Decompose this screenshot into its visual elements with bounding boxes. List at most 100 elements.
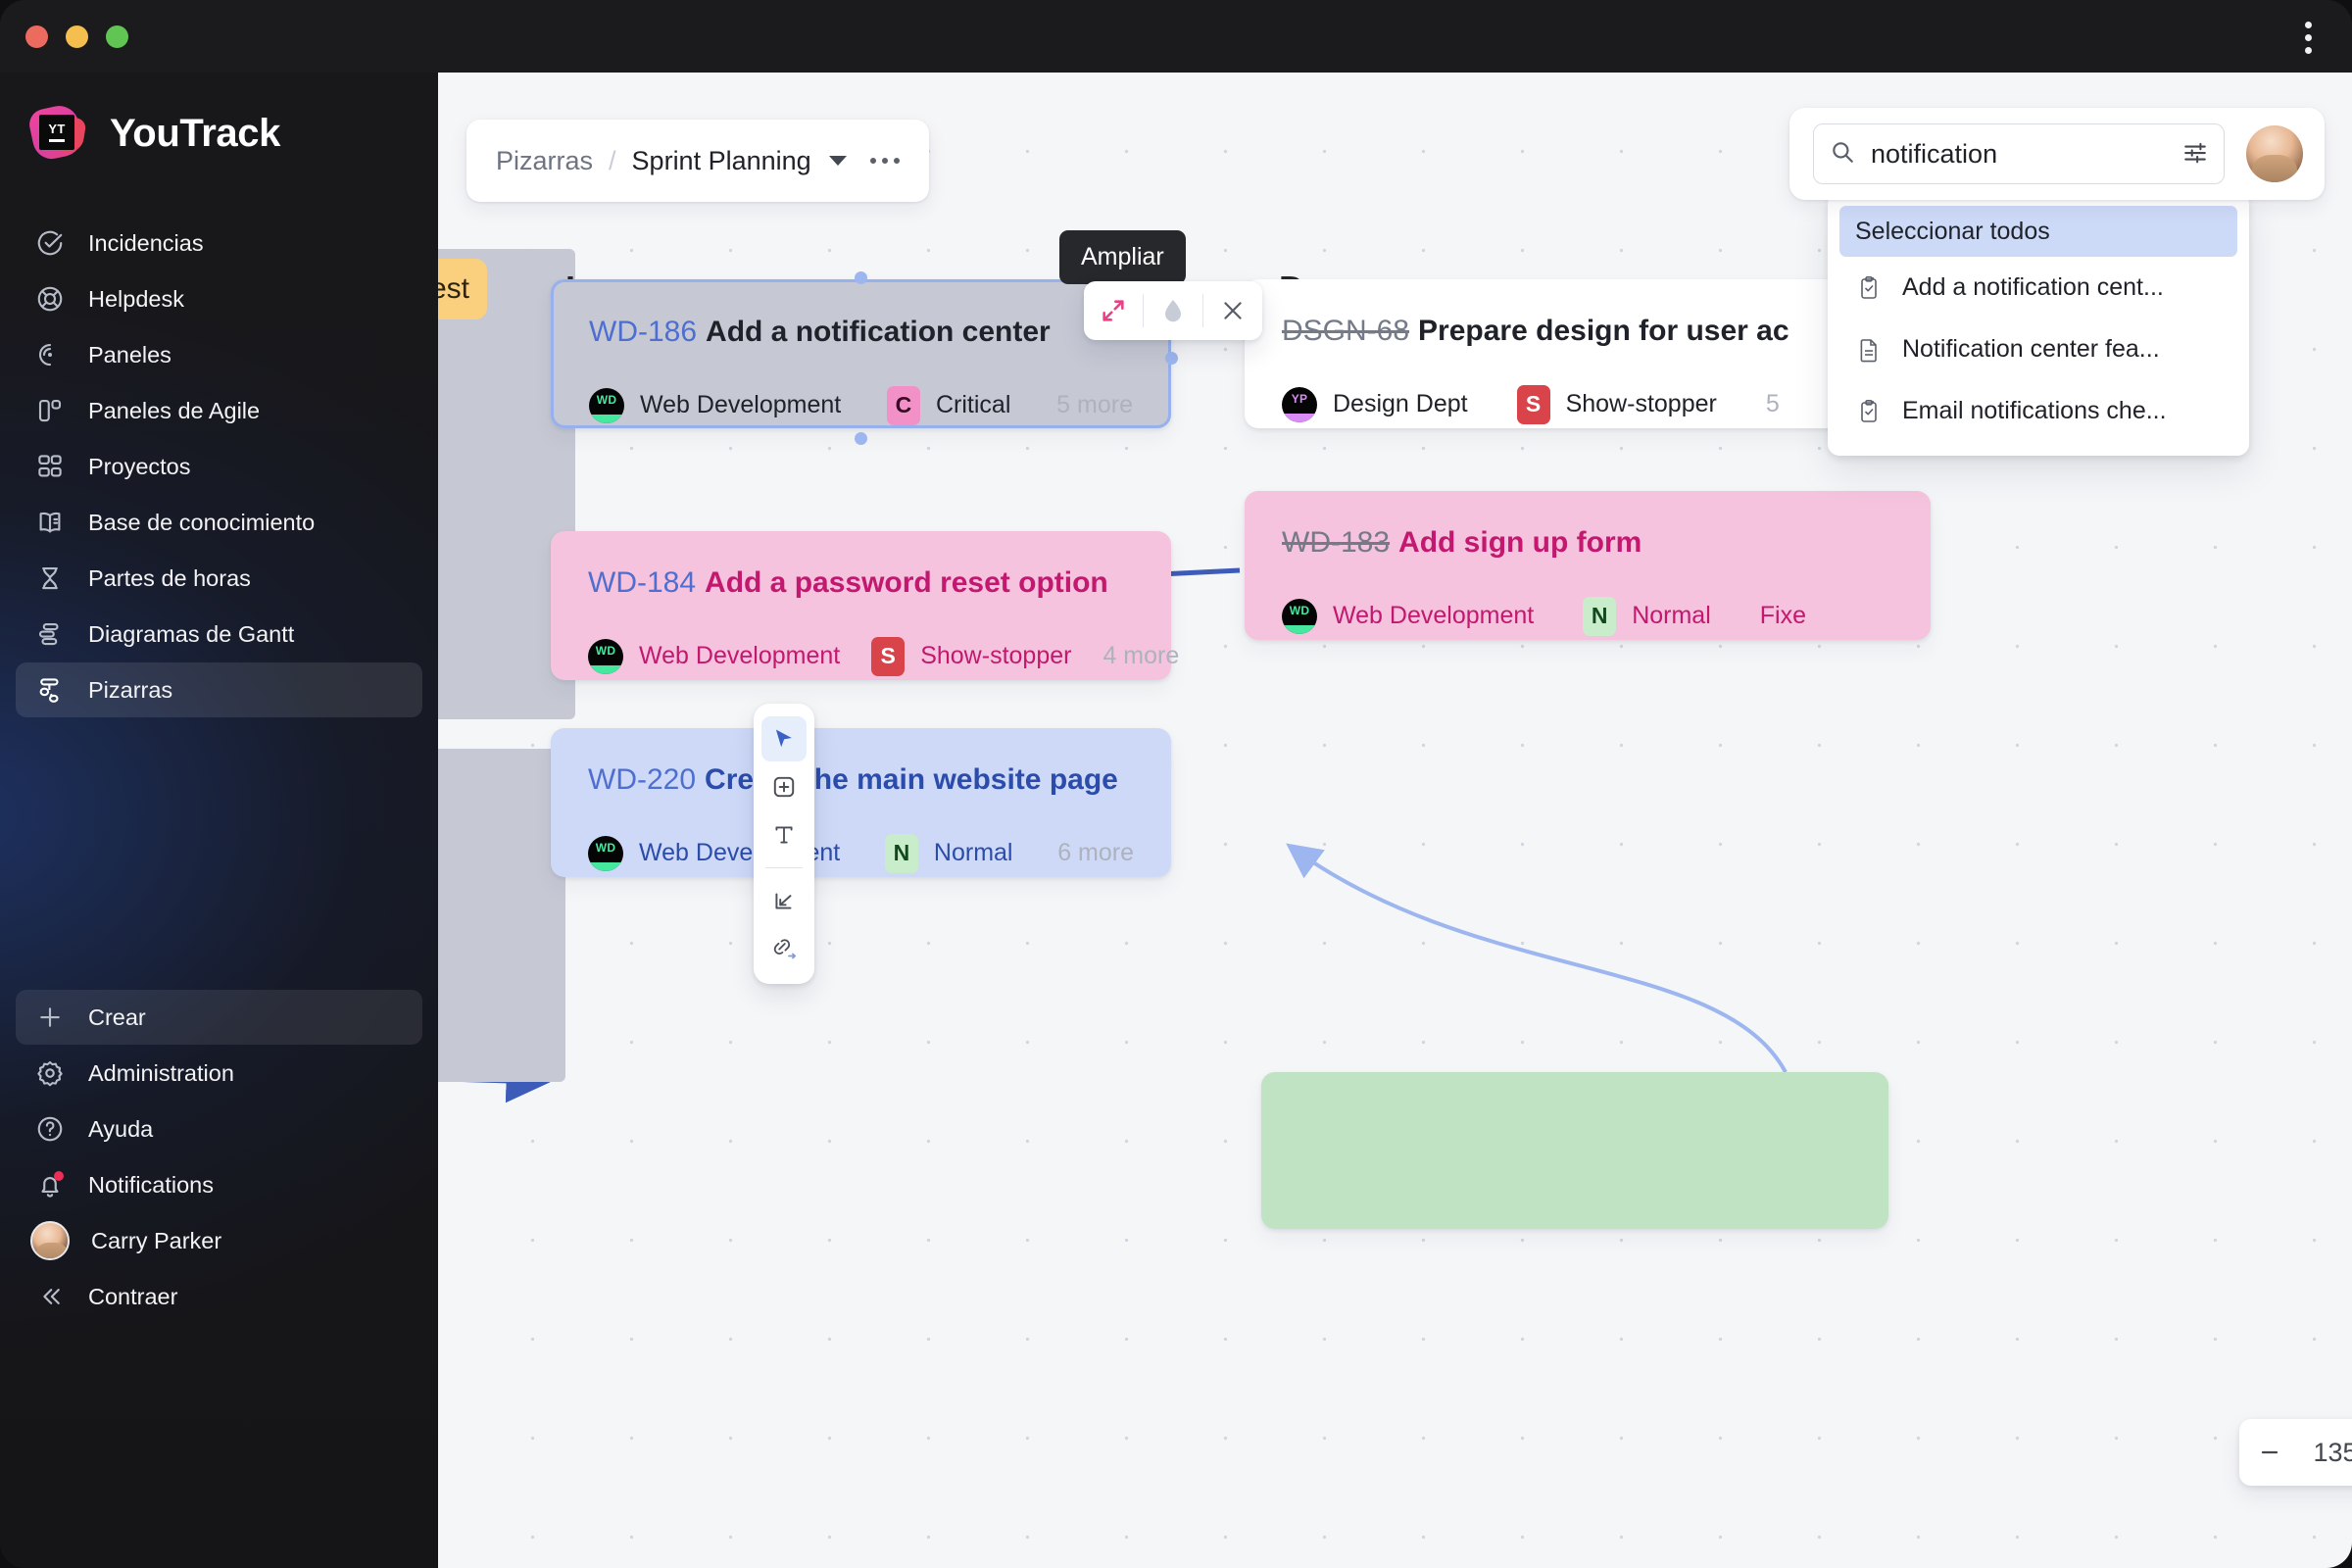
card-priority-label: Normal [1632,602,1711,629]
plus-icon [33,1001,67,1034]
card-issue-id[interactable]: WD-186 [589,316,698,348]
sidebar-item-pizarras[interactable]: Pizarras [16,662,422,717]
project-avatar-icon: WD [1282,598,1317,634]
offscreen-card-b[interactable] [438,749,565,1082]
card-meta: WD Web Development N Normal Fixe [1282,596,1893,636]
sidebar-item-administration[interactable]: Administration [16,1046,422,1101]
sidebar-item-ayuda[interactable]: Ayuda [16,1102,422,1156]
zoom-out-button[interactable] [2239,1419,2300,1486]
search-input[interactable]: notification [1813,123,2225,184]
project-avatar-code: WD [595,840,616,855]
kebab-vertical-icon[interactable] [2291,20,2325,55]
sidebar-item-label: Partes de horas [88,564,251,591]
selection-handle-bottom[interactable] [855,432,867,445]
youtrack-logo-icon: YT [26,102,88,164]
suggestion-select-all[interactable]: Seleccionar todos [1839,206,2237,257]
card-issue-id[interactable]: WD-184 [588,566,697,599]
search-suggestions-dropdown[interactable]: Seleccionar todos Add a notification cen… [1828,192,2249,456]
selection-handle-right[interactable] [1165,352,1178,365]
suggestion-item-2[interactable]: Email notifications che... [1839,380,2237,442]
window-maximize-button[interactable] [106,25,128,48]
sidebar-item-proyectos[interactable]: Proyectos [16,439,422,494]
selection-handle-top[interactable] [855,271,867,284]
priority-badge: S [1516,384,1550,424]
close-button[interactable] [1203,281,1262,340]
text-tool[interactable] [761,812,807,858]
window-traffic-lights[interactable] [25,25,128,48]
suggestion-label: Add a notification cent... [1902,273,2164,301]
breadcrumb[interactable]: Pizarras / Sprint Planning [466,120,929,202]
search-bar-container: notification [1789,108,2325,200]
sidebar-item-label: Ayuda [88,1115,154,1142]
user-avatar[interactable] [2246,125,2303,182]
suggestion-item-1[interactable]: Notification center fea... [1839,318,2237,380]
issue-card-partial-green[interactable] [1261,1072,1888,1229]
sidebar-item-helpdesk[interactable]: Helpdesk [16,271,422,326]
issue-card-wd-184[interactable]: WD-184 Add a password reset option WD Web… [551,531,1179,680]
card-project-name: Web Development [639,642,841,669]
grid-icon [33,450,67,483]
card-meta: WD Web Development S Show-stopper 4 more [588,636,1179,676]
card-issue-id[interactable]: DSGN-68 [1282,315,1410,347]
card-more-fields[interactable]: 5 more [1056,391,1133,418]
priority-badge: N [1583,596,1617,636]
window-minimize-button[interactable] [66,25,88,48]
card-priority-label: Show-stopper [920,642,1072,669]
sidebar-item-base-de-conocimiento[interactable]: Base de conocimiento [16,495,422,550]
select-tool[interactable] [761,716,807,761]
sidebar-item-contraer[interactable]: Contraer [16,1269,422,1324]
card-issue-id[interactable]: WD-183 [1282,526,1391,559]
card-more-fields[interactable]: 4 more [1102,642,1180,669]
chevron-down-icon[interactable] [828,156,847,166]
window-title-bar [0,0,2352,73]
create-button[interactable]: Crear [16,990,422,1045]
sidebar-item-incidencias[interactable]: Incidencias [16,216,422,270]
card-issue-id[interactable]: WD-220 [588,763,697,796]
window-close-button[interactable] [25,25,48,48]
sidebar-item-paneles[interactable]: Paneles [16,327,422,382]
filter-sliders-icon[interactable] [2182,139,2208,170]
issue-card-wd-183[interactable]: WD-183 Add sign up form WD Web Developmen… [1245,491,1931,640]
brand-logo[interactable]: YT YouTrack [26,102,280,164]
ellipsis-icon[interactable] [869,158,900,164]
card-priority-label: Normal [933,839,1013,866]
sidebar-item-notifications[interactable]: Notifications [16,1157,422,1212]
expand-button[interactable] [1084,281,1143,340]
add-card-tool[interactable] [761,764,807,809]
project-avatar-code: WD [595,643,616,658]
card-summary: Prepare design for user ac [1418,315,1789,347]
bell-icon [33,1168,67,1201]
link-tool[interactable] [761,926,807,971]
chevron-double-left-icon [33,1280,67,1313]
sidebar-item-label: Proyectos [88,453,191,479]
breadcrumb-current[interactable]: Sprint Planning [631,145,811,175]
card-more-fields[interactable]: 6 more [1057,839,1134,866]
sidebar-item-partes-de-horas[interactable]: Partes de horas [16,551,422,606]
hourglass-icon [33,562,67,595]
card-more-fields[interactable]: Fixe [1759,602,1807,629]
sidebar-item-user-profile[interactable]: Carry Parker [16,1213,422,1268]
fill-color-button[interactable] [1144,281,1202,340]
issue-card-wd-220[interactable]: WD-220 Create the main website page WD We… [551,728,1171,877]
sidebar-item-diagramas-de-gantt[interactable]: Diagramas de Gantt [16,607,422,662]
issue-card-wd-186[interactable]: WD-186 Add a notification center WD Web D… [551,279,1171,428]
card-title: WD-184 Add a password reset option [588,566,1134,601]
search-input-value[interactable]: notification [1871,138,1998,169]
card-floating-toolbar[interactable] [1084,281,1262,340]
card-priority-label: Show-stopper [1565,390,1717,417]
issue-card-dsgn-68[interactable]: DSGN-68 Prepare design for user ac YP Des… [1245,279,1931,428]
sticky-note-partial[interactable]: uest [438,259,487,319]
sidebar-item-label: Base de conocimiento [88,509,316,535]
document-icon [1855,335,1883,365]
card-summary: Add a notification center [706,316,1051,348]
sidebar-item-label: Carry Parker [91,1227,222,1253]
import-tool[interactable] [761,878,807,923]
zoom-control[interactable]: 135% [2239,1419,2352,1486]
sidebar-item-paneles-de-agile[interactable]: Paneles de Agile [16,383,422,438]
toolbar-divider-1 [1143,294,1144,327]
tool-palette[interactable] [754,704,814,984]
suggestion-item-0[interactable]: Add a notification cent... [1839,257,2237,318]
card-summary: Add a password reset option [705,566,1108,599]
breadcrumb-root[interactable]: Pizarras [496,145,594,175]
card-more-fields[interactable]: 5 [1765,390,1780,417]
